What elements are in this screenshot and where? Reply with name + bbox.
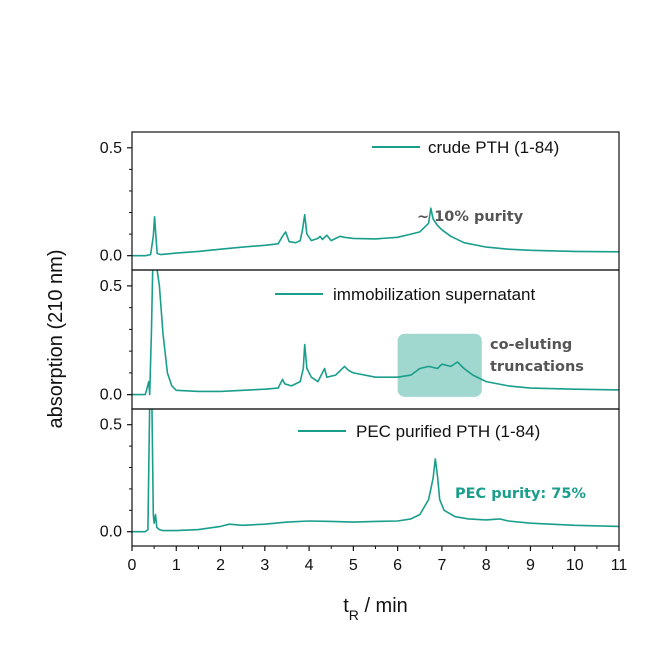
x-tick-label: 5 — [349, 557, 358, 574]
trace-3 — [132, 409, 619, 533]
legend-label: PEC purified PTH (1-84) — [356, 422, 540, 441]
y-tick-label: 0.5 — [100, 417, 122, 434]
y-tick-label: 0.5 — [100, 278, 122, 295]
x-title-main: t — [343, 595, 349, 617]
y-tick-label: 0.0 — [100, 387, 122, 404]
panels-group: 0.0 0.5 crude PTH (1-84) ~ 10% purity 0.0 0.5… — [100, 131, 620, 547]
x-tick-label: 3 — [260, 557, 269, 574]
x-tick-label: 4 — [305, 557, 314, 574]
x-tick-label: 7 — [437, 557, 446, 574]
x-tick-label: 0 — [128, 557, 137, 574]
x-tick-label: 2 — [216, 557, 225, 574]
x-tick-label: 9 — [526, 557, 535, 574]
annotation-line: truncations — [490, 359, 584, 375]
x-title-unit: / min — [359, 595, 408, 617]
x-tick-label: 6 — [393, 557, 402, 574]
panel-1: 0.0 0.5 crude PTH (1-84) ~ 10% purity — [100, 131, 620, 271]
x-axis-title: tR / min — [343, 595, 408, 623]
x-title-sub: R — [349, 607, 359, 623]
annotation-line: co-eluting — [490, 337, 572, 353]
x-tick-label: 10 — [566, 557, 584, 574]
legend-label: immobilization supernatant — [333, 285, 535, 304]
annotation: ~ 10% purity — [417, 209, 524, 225]
x-axis: 0 1 2 3 4 5 6 7 8 9 10 11 — [128, 546, 628, 574]
y-tick-label: 0.0 — [100, 248, 122, 265]
y-tick-label: 0.5 — [100, 140, 122, 157]
panel-2: 0.0 0.5 immobilization supernatant co-eluti… — [100, 269, 620, 410]
panel-3: 0.0 0.5 PEC purified PTH (1-84) PEC purity:… — [100, 408, 620, 547]
x-tick-label: 8 — [482, 557, 491, 574]
legend-label: crude PTH (1-84) — [428, 138, 559, 157]
y-axis-title: absorption (210 nm) — [45, 250, 67, 429]
y-tick-label: 0.0 — [100, 524, 122, 541]
x-tick-label: 1 — [172, 557, 181, 574]
x-tick-label: 11 — [611, 557, 628, 574]
trace-2 — [132, 270, 619, 396]
trace-1 — [132, 207, 619, 257]
annotation: PEC purity: 75% — [455, 486, 586, 502]
